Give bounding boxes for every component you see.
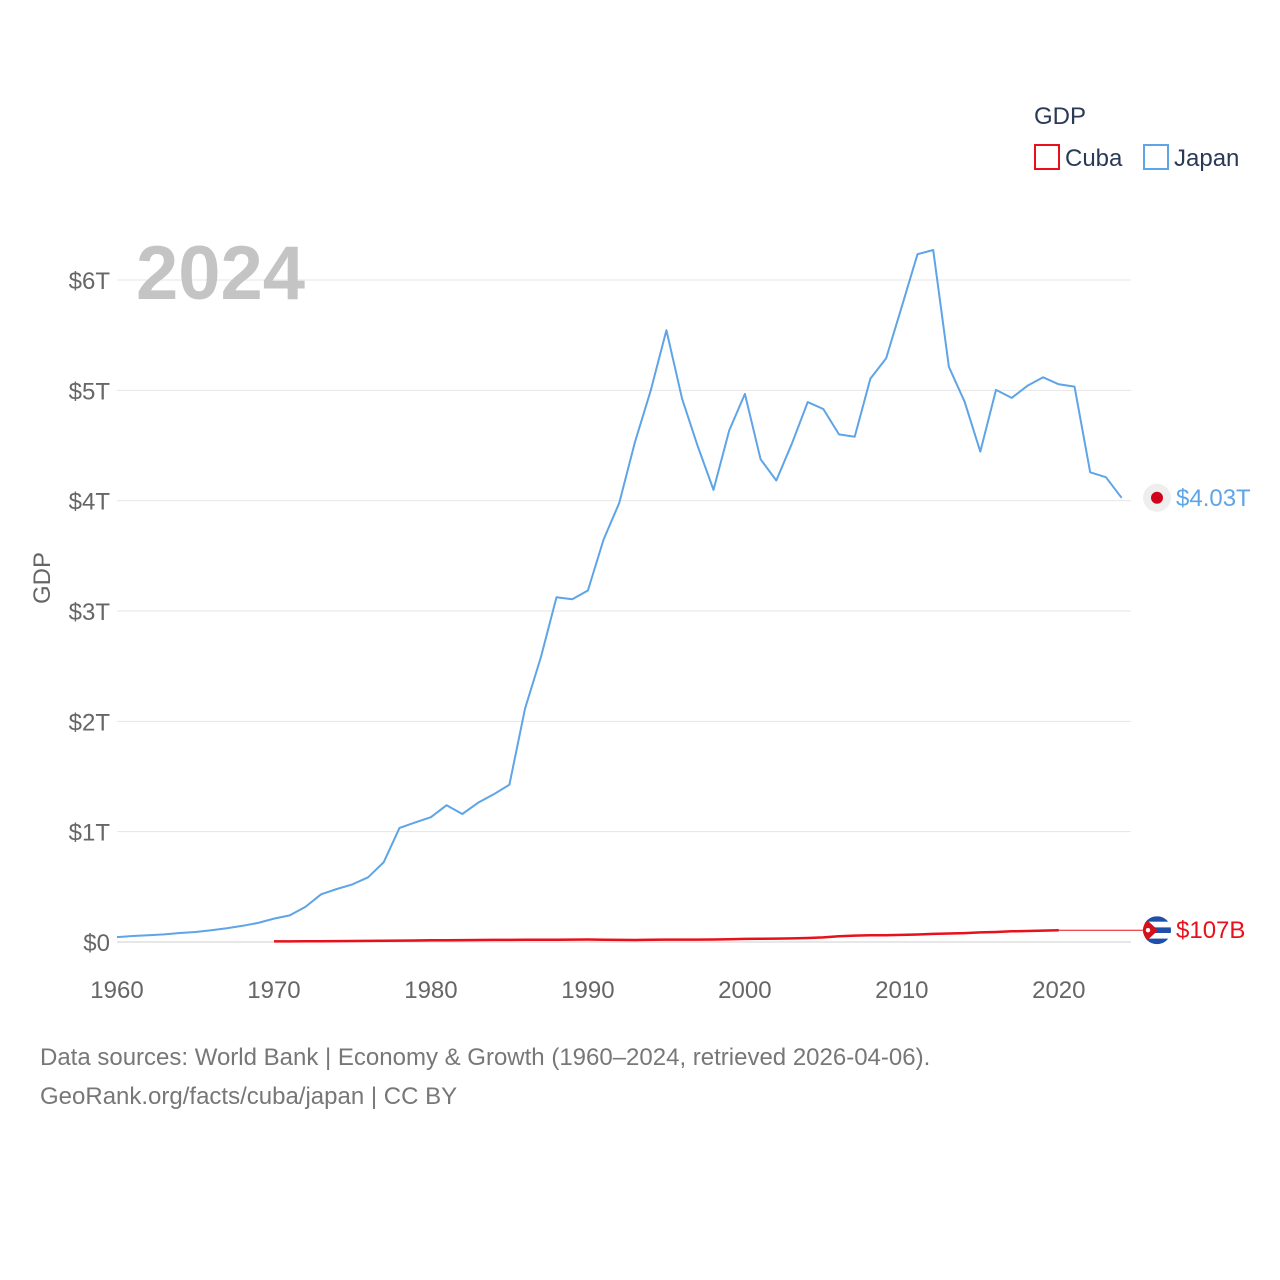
series-line-japan[interactable] [116, 249, 1123, 939]
series-layer [116, 249, 1123, 943]
legend-label-cuba: Cuba [1065, 145, 1123, 172]
x-tick-label: 2020 [1032, 977, 1085, 1004]
legend: GDP Cuba Japan [1034, 103, 1239, 172]
end-value-label-cuba: $107B [1176, 917, 1245, 944]
y-tick-label: $2T [69, 709, 111, 736]
series-line-cuba[interactable] [274, 928, 1059, 943]
japan-flag-icon [1143, 483, 1171, 512]
end-markers: $4.03T $107B [1058, 483, 1251, 945]
y-tick-label: $6T [69, 268, 111, 295]
legend-item-cuba[interactable]: Cuba [1034, 144, 1123, 172]
footer-source-text: Data sources: World Bank | Economy & Gro… [40, 1044, 931, 1071]
y-axis-ticks: $0 $1T $2T $3T $4T $5T $6T [69, 268, 111, 957]
x-tick-label: 1970 [247, 977, 300, 1004]
cuba-flag-icon [1143, 916, 1171, 945]
y-tick-label: $3T [69, 599, 111, 626]
legend-title: GDP [1034, 103, 1086, 130]
y-tick-label: $1T [69, 820, 111, 847]
big-year-label: 2024 [136, 231, 305, 316]
x-axis-ticks: 1960 1970 1980 1990 2000 2010 2020 [90, 977, 1085, 1004]
legend-swatch-cuba [1034, 144, 1060, 170]
legend-item-japan[interactable]: Japan [1143, 144, 1239, 172]
footer-attribution-link[interactable]: GeoRank.org/facts/cuba/japan | CC BY [40, 1083, 458, 1110]
grid-lines [117, 279, 1131, 943]
legend-swatch-japan [1143, 144, 1169, 170]
y-axis-title: GDP [29, 552, 56, 604]
x-tick-label: 1960 [90, 977, 143, 1004]
x-tick-label: 1990 [561, 977, 614, 1004]
legend-label-japan: Japan [1174, 145, 1239, 172]
x-tick-label: 2010 [875, 977, 928, 1004]
y-tick-label: $4T [69, 489, 111, 516]
y-tick-label: $0 [83, 930, 110, 957]
y-tick-label: $5T [69, 378, 111, 405]
x-tick-label: 2000 [718, 977, 771, 1004]
end-value-label-japan: $4.03T [1176, 485, 1251, 512]
x-tick-label: 1980 [404, 977, 457, 1004]
